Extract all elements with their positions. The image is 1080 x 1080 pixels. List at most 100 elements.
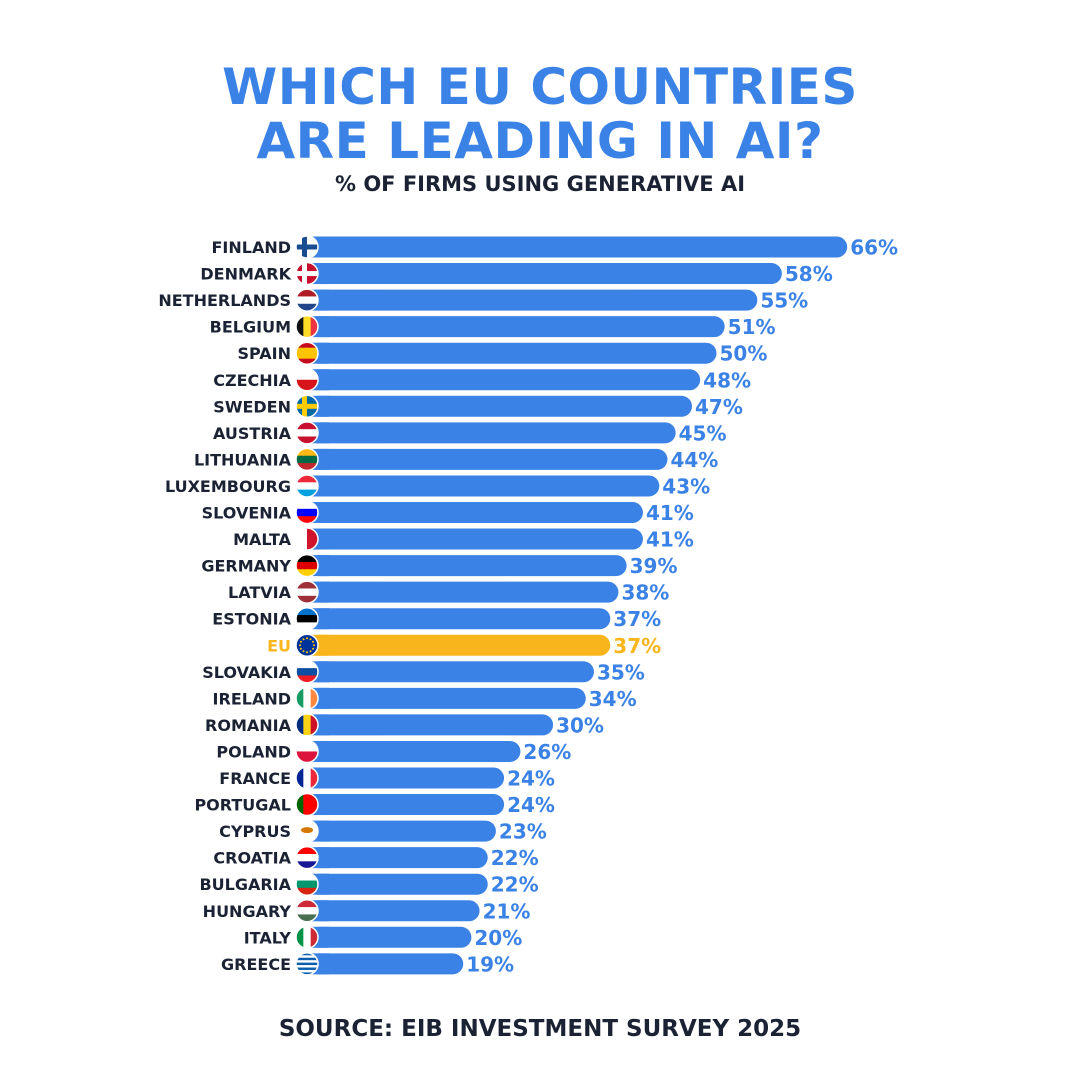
- data-label: 24%: [507, 793, 555, 817]
- data-label: 30%: [556, 713, 604, 737]
- bar-row: NETHERLANDS 55%: [158, 288, 808, 313]
- flag-icon-greece: [296, 952, 318, 975]
- bar: [308, 900, 480, 922]
- bar-row: LUXEMBOURG 43%: [165, 474, 710, 498]
- bar-row: ESTONIA 37%: [212, 606, 661, 631]
- flag-icon-spain: [296, 342, 318, 365]
- category-label: CYPRUS: [219, 822, 291, 841]
- data-label: 20%: [474, 926, 522, 950]
- flag-icon-eu: [296, 634, 318, 657]
- bar: [308, 953, 464, 975]
- bar: [308, 740, 521, 762]
- category-label: ROMANIA: [205, 716, 292, 735]
- bar-row: CYPRUS 23%: [219, 819, 547, 844]
- bar: [308, 634, 611, 656]
- source-note: SOURCE: EIB INVESTMENT SURVEY 2025: [278, 1016, 802, 1042]
- flag-icon-estonia: [296, 607, 318, 630]
- bar: [308, 687, 586, 709]
- bar: [308, 767, 505, 789]
- flag-icon-denmark: [296, 262, 318, 285]
- data-label: 38%: [621, 581, 669, 605]
- data-label: 45%: [679, 421, 727, 445]
- data-label: 44%: [670, 448, 718, 472]
- category-label: NETHERLANDS: [158, 291, 291, 310]
- flag-icon-slovenia: [296, 501, 318, 524]
- data-label: 24%: [507, 767, 555, 791]
- flag-icon-malta: [296, 528, 318, 551]
- title-line-2: ARE LEADING IN AI?: [256, 112, 824, 170]
- bar: [308, 395, 692, 417]
- bar-row: SLOVENIA 41%: [202, 500, 694, 525]
- flag-icon-luxembourg: [296, 474, 318, 497]
- category-label: GREECE: [221, 955, 291, 974]
- flag-icon-france: [296, 767, 318, 789]
- data-label: 26%: [523, 740, 571, 764]
- data-label: 35%: [597, 660, 645, 684]
- data-label: 23%: [499, 820, 547, 844]
- bar: [308, 714, 554, 736]
- data-label: 41%: [646, 501, 694, 525]
- flag-icon-italy: [296, 926, 318, 949]
- category-label: EU: [267, 636, 291, 655]
- bar-row: SPAIN 50%: [237, 341, 768, 366]
- data-label: 22%: [491, 846, 539, 870]
- flag-icon-cyprus: [296, 820, 318, 843]
- bar: [308, 581, 619, 603]
- bar-row: BELGIUM 51%: [210, 314, 776, 339]
- bar: [308, 608, 611, 630]
- bar: [308, 820, 496, 842]
- bar: [308, 289, 758, 311]
- bar-row: GERMANY 39%: [201, 553, 678, 578]
- category-label: HUNGARY: [203, 902, 292, 921]
- flag-icon-bulgaria: [296, 873, 318, 896]
- bar: [308, 475, 660, 497]
- category-label: ITALY: [244, 928, 292, 947]
- bar: [308, 528, 643, 550]
- bar-row: CROATIA 22%: [213, 845, 539, 870]
- category-label: GERMANY: [201, 557, 291, 576]
- bar-row: HUNGARY 21%: [203, 899, 531, 923]
- bar: [308, 316, 725, 338]
- bar: [308, 847, 488, 869]
- flag-icon-portugal: [296, 793, 318, 816]
- category-label: SLOVAKIA: [202, 663, 291, 682]
- flag-icon-slovakia: [296, 660, 318, 683]
- category-label: CZECHIA: [213, 371, 291, 390]
- data-label: 21%: [483, 899, 531, 923]
- flag-icon-croatia: [296, 846, 318, 869]
- bar-row: BULGARIA 22%: [199, 872, 539, 897]
- bar-row: POLAND 26%: [216, 739, 571, 764]
- bar-row: IRELAND 34%: [213, 686, 637, 711]
- data-label: 37%: [613, 634, 661, 658]
- bar: [308, 502, 643, 523]
- flag-icon-belgium: [296, 315, 318, 338]
- category-label: BULGARIA: [199, 875, 291, 894]
- category-label: BELGIUM: [210, 318, 291, 337]
- category-label: LUXEMBOURG: [165, 477, 291, 496]
- data-label: 50%: [720, 342, 768, 366]
- category-label: SLOVENIA: [202, 504, 292, 523]
- data-label: 66%: [850, 236, 898, 260]
- bar-row: MALTA 41%: [233, 527, 694, 552]
- bar-row: GREECE 19%: [221, 952, 514, 976]
- bar-row: LITHUANIA 44%: [194, 447, 718, 472]
- flag-icon-romania: [296, 713, 318, 736]
- data-label: 58%: [785, 262, 833, 286]
- bar-row: LATVIA 38%: [228, 580, 669, 605]
- data-label: 51%: [728, 315, 776, 339]
- bar: [308, 555, 627, 577]
- category-label: SWEDEN: [213, 397, 291, 416]
- title-line-1: WHICH EU COUNTRIES: [222, 58, 858, 116]
- bar-row: SLOVAKIA 35%: [202, 660, 645, 684]
- data-label: 37%: [613, 607, 661, 631]
- bar: [308, 926, 472, 948]
- flag-icon-czechia: [296, 368, 318, 391]
- category-label: CROATIA: [213, 849, 291, 868]
- data-label: 43%: [662, 474, 710, 498]
- category-label: LITHUANIA: [194, 450, 292, 469]
- bar: [308, 263, 782, 285]
- category-label: FINLAND: [211, 238, 291, 257]
- flag-icon-germany: [296, 554, 318, 577]
- flag-icon-poland: [296, 740, 318, 763]
